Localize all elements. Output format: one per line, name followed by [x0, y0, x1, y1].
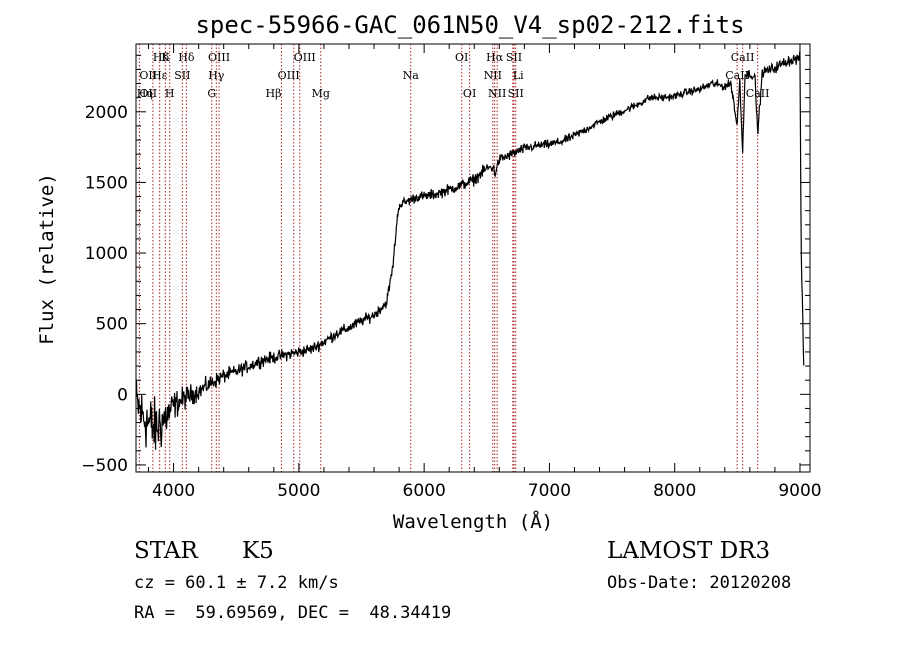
line-label-20: NII — [484, 69, 502, 82]
line-label-9: OIII — [208, 51, 230, 64]
line-label-25: CaII — [731, 51, 755, 64]
spectral-subclass: K5 — [242, 538, 274, 564]
line-label-2: OII — [139, 87, 157, 100]
line-label-8: Hδ — [178, 51, 195, 64]
line-label-24: SII — [508, 87, 524, 100]
coordinates: RA = 59.69569, DEC = 48.34419 — [134, 603, 452, 623]
redshift-value: cz = 60.1 ± 7.2 km/s — [134, 573, 339, 593]
line-label-3: Hε — [152, 69, 168, 82]
object-class: STAR — [134, 538, 198, 564]
line-label-14: OIII — [278, 69, 300, 82]
line-label-11: G — [207, 87, 216, 100]
x-tick-label-5: 9000 — [778, 481, 821, 501]
line-label-4: Hη — [137, 87, 153, 100]
line-label-10: Hγ — [208, 69, 225, 82]
x-tick-label-3: 7000 — [528, 481, 571, 501]
y-tick-label-5: 2000 — [85, 103, 128, 123]
line-label-23: Li — [513, 69, 524, 82]
line-label-16: Na — [403, 69, 420, 82]
line-label-0: Hδ — [153, 51, 170, 64]
line-label-7: H — [165, 87, 175, 100]
line-label-6: SII — [174, 69, 190, 82]
x-tick-label-1: 5000 — [277, 481, 320, 501]
y-tick-label-4: 1500 — [85, 173, 128, 193]
line-label-1: OII — [139, 69, 157, 82]
survey-name: LAMOST DR3 — [607, 538, 771, 564]
line-label-26: CaII — [725, 69, 749, 82]
line-label-27: CaII — [746, 87, 770, 100]
line-label-19: Hα — [486, 51, 504, 64]
x-axis: 4000 5000 6000 7000 8000 9000 — [148, 44, 822, 501]
line-markers — [138, 44, 759, 472]
y-tick-label-0: −500 — [81, 456, 128, 476]
x-axis-label: Wavelength (Å) — [393, 510, 553, 533]
y-tick-label-2: 500 — [96, 315, 128, 335]
y-axis-label: Flux (relative) — [36, 173, 58, 345]
y-tick-label-1: 0 — [117, 385, 128, 405]
line-label-17: OI — [455, 51, 468, 64]
line-label-22: SII — [506, 51, 522, 64]
x-tick-label-2: 6000 — [403, 481, 446, 501]
line-label-18: OI — [463, 87, 476, 100]
line-label-12: Hβ — [265, 87, 281, 100]
x-tick-label-4: 8000 — [653, 481, 696, 501]
line-label-15: Mg — [312, 87, 330, 100]
spectrum-line — [135, 51, 805, 450]
x-tick-label-0: 4000 — [152, 481, 195, 501]
line-label-21: NII — [488, 87, 506, 100]
line-label-13: OIII — [294, 51, 316, 64]
chart-title: spec-55966-GAC_061N50_V4_sp02-212.fits — [195, 11, 744, 39]
y-tick-label-3: 1000 — [85, 244, 128, 264]
y-axis: −500 0 500 1000 1500 2000 — [81, 54, 810, 476]
plot-frame — [135, 43, 811, 473]
obs-date: Obs-Date: 20120208 — [607, 573, 792, 593]
line-label-5: K — [161, 51, 170, 64]
